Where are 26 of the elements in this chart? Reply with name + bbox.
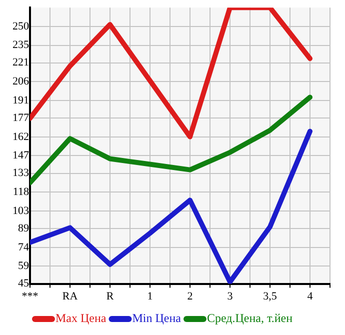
x-tick-label: 1 bbox=[147, 290, 153, 302]
y-tick-label: 221 bbox=[12, 56, 29, 69]
y-tick-label: 103 bbox=[12, 204, 30, 217]
x-tick-label: 3,5 bbox=[263, 290, 278, 302]
x-tick-label: 2 bbox=[187, 290, 193, 302]
y-tick-label: 133 bbox=[12, 167, 30, 180]
y-tick-label: 177 bbox=[12, 112, 30, 124]
y-tick-label: 59 bbox=[18, 260, 30, 272]
y-tick-label: 235 bbox=[12, 39, 30, 52]
y-tick-label: 118 bbox=[12, 186, 30, 198]
legend-label: Min Цена bbox=[132, 311, 182, 326]
y-tick-label: 45 bbox=[18, 278, 30, 290]
y-tick-label: 89 bbox=[18, 222, 30, 234]
x-tick-label: *** bbox=[22, 290, 38, 302]
x-tick-label: 4 bbox=[307, 290, 314, 302]
y-tick-label: 206 bbox=[12, 76, 30, 88]
y-tick-label: 74 bbox=[18, 241, 30, 254]
y-tick-label: 250 bbox=[12, 20, 30, 32]
y-tick-label: 162 bbox=[12, 130, 29, 143]
y-tick-label: 191 bbox=[12, 94, 29, 106]
legend-label: Сред.Цена, т.йен bbox=[206, 311, 294, 326]
x-tick-label: RA bbox=[62, 290, 78, 302]
y-tick-label: 147 bbox=[12, 150, 30, 162]
legend-label: Max Цена bbox=[55, 311, 107, 326]
x-tick-label: 3 bbox=[227, 290, 234, 302]
x-tick-label: R bbox=[106, 290, 114, 302]
